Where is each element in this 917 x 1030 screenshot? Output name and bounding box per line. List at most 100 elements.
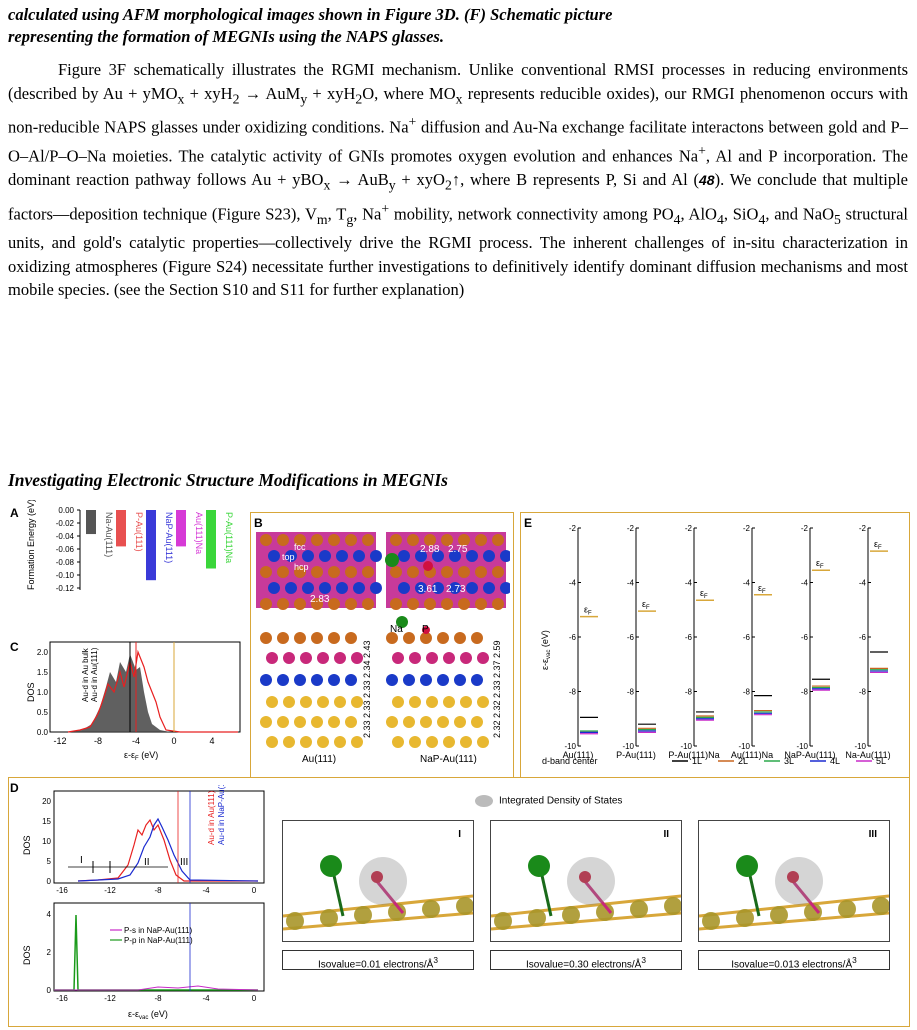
- caption-nap-au111: NaP-Au(111): [420, 754, 477, 765]
- panel-d-top-ylabel: DOS: [22, 835, 32, 855]
- side-atom: [317, 652, 329, 664]
- panel-e-ytick: -6: [627, 633, 635, 642]
- panel-e-ytick: -6: [859, 633, 867, 642]
- p-atom: [423, 561, 433, 571]
- atom: [390, 534, 402, 546]
- side-atom: [294, 632, 306, 644]
- side-atom: [311, 674, 323, 686]
- atom: [268, 582, 280, 594]
- side-atom: [283, 736, 295, 748]
- atom: [398, 582, 410, 594]
- dos-au-111-line: [67, 649, 238, 733]
- atom: [441, 534, 453, 546]
- panel-d-top-xtick: -4: [202, 886, 210, 895]
- panel-e-ytick: -8: [859, 688, 867, 697]
- layer-dist-left: 2.33: [362, 720, 372, 738]
- panel-d-bot-xtick: -12: [104, 994, 116, 1003]
- side-atom: [437, 632, 449, 644]
- fermi-label: εF: [584, 605, 592, 617]
- side-atom: [460, 652, 472, 664]
- atom: [362, 566, 374, 578]
- panel-d-top-xtick: 0: [252, 886, 257, 895]
- side-atom: [266, 652, 278, 664]
- panel-e-ytick: -4: [743, 579, 751, 588]
- panel-d-top-ytick: 15: [42, 817, 51, 826]
- atom: [441, 566, 453, 578]
- label-hcp: hcp: [294, 562, 309, 572]
- system-label: Au(111)Na: [731, 750, 773, 760]
- formation-bar: [206, 510, 216, 569]
- panel-e-ytick: -10: [564, 742, 576, 751]
- label-fcc: fcc: [294, 542, 306, 552]
- panel-d-bot-xtick: -16: [56, 994, 68, 1003]
- atom: [500, 582, 510, 594]
- panel-d-top-ytick: 10: [42, 837, 51, 846]
- atom: [285, 550, 297, 562]
- panel-e-chart: ε-εvac (eV) -2 -4 -6 -8 -10 εF Au(111) -2 -4 -6 -8…: [540, 524, 891, 766]
- side-atom: [477, 696, 489, 708]
- side-atom: [283, 652, 295, 664]
- isovalue-label-1: Isovalue=0.01 electrons/Å3: [282, 950, 474, 970]
- panel-d-bot-ytick: 4: [47, 910, 52, 919]
- formation-bar-label: P-Au(111)Na: [224, 512, 234, 563]
- panel-c-xtick: 0: [171, 736, 176, 746]
- panel-label-b: B: [254, 516, 263, 530]
- panel-c-xlabel: ε-εF (eV): [124, 750, 158, 762]
- atom: [311, 566, 323, 578]
- side-atom: [266, 696, 278, 708]
- atom: [260, 534, 272, 546]
- side-atom: [460, 736, 472, 748]
- side-atom: [351, 652, 363, 664]
- side-atom: [437, 716, 449, 728]
- panel-e-ytick: -10: [680, 742, 692, 751]
- atom: [277, 566, 289, 578]
- panel-e-ytick: -2: [801, 524, 809, 533]
- side-atom: [471, 716, 483, 728]
- atom: [483, 582, 495, 594]
- ids-legend: Integrated Density of States: [475, 795, 622, 807]
- system-label: NaP-Au(111): [784, 750, 835, 760]
- side-atom: [471, 632, 483, 644]
- side-atom: [283, 696, 295, 708]
- formation-bar: [86, 510, 96, 535]
- system-label: Na-Au(111): [845, 750, 890, 760]
- dist-r2: 2.75: [448, 544, 468, 555]
- panel-e-ytick: -8: [627, 688, 635, 697]
- region-ii: II: [144, 857, 150, 868]
- side-atom: [426, 736, 438, 748]
- reference-link[interactable]: 48: [699, 172, 715, 189]
- side-atom: [328, 632, 340, 644]
- panel-d-bot-xtick: -8: [154, 994, 162, 1003]
- side-atom: [386, 716, 398, 728]
- formation-bar-label: P-Au(111): [134, 512, 144, 552]
- panel-e-ytick: -10: [622, 742, 634, 751]
- atom: [492, 566, 504, 578]
- atom: [319, 550, 331, 562]
- panel-c-legend-1: Au-d in Au bulk: [81, 647, 90, 702]
- side-atom: [426, 696, 438, 708]
- ids-legend-icon: [475, 795, 493, 807]
- atom: [277, 534, 289, 546]
- atom: [407, 598, 419, 610]
- atom: [285, 582, 297, 594]
- atom: [415, 550, 427, 562]
- panel-d-top-xtick: -12: [104, 886, 116, 895]
- side-atom: [420, 632, 432, 644]
- panel-d-xlabel: ε-εvac (eV): [128, 1009, 168, 1021]
- atom-label-p: P: [422, 624, 429, 635]
- label-top: top: [282, 552, 295, 562]
- panel-d-top-ytick: 5: [47, 857, 52, 866]
- side-atom: [334, 736, 346, 748]
- side-atom: [300, 652, 312, 664]
- atom: [475, 566, 487, 578]
- side-atom: [277, 632, 289, 644]
- panel-e-ytick: -10: [796, 742, 808, 751]
- section-heading: Investigating Electronic Structure Modif…: [8, 470, 448, 490]
- atom: [407, 534, 419, 546]
- atom: [302, 550, 314, 562]
- side-atom: [426, 652, 438, 664]
- atom: [345, 566, 357, 578]
- atom: [466, 582, 478, 594]
- panel-e-ytick: -2: [627, 524, 635, 533]
